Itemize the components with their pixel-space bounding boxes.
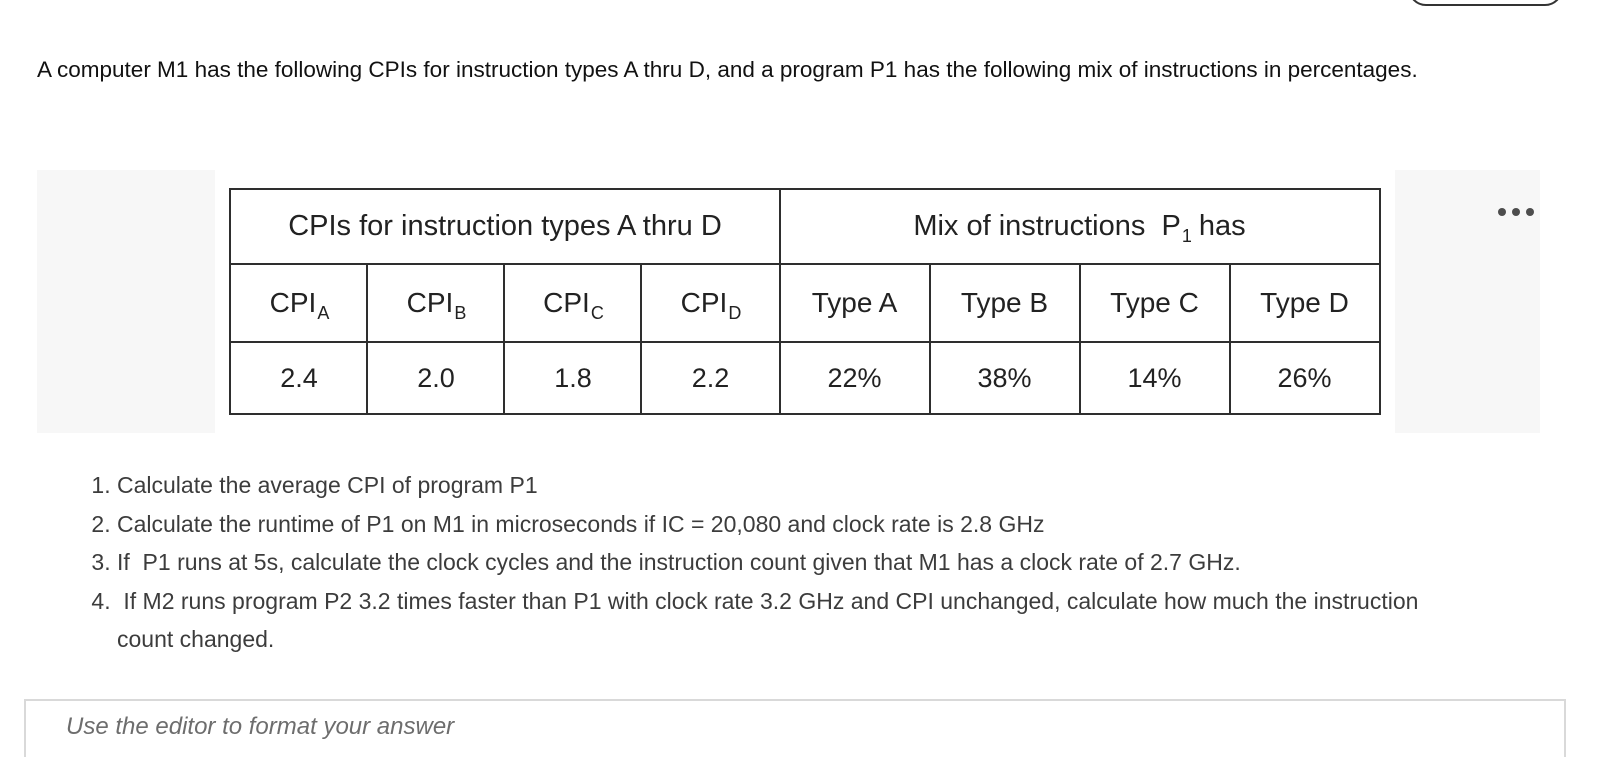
col-header-type-c: Type C xyxy=(1078,263,1231,343)
mix-c-value: 14% xyxy=(1078,341,1231,415)
col-header-type-a: Type A xyxy=(778,263,931,343)
question-list: Calculate the average CPI of program P1 … xyxy=(0,466,1434,659)
cpi-a-value: 2.4 xyxy=(229,341,369,415)
cpi-d-value: 2.2 xyxy=(640,341,781,415)
col-header-cpi-c: CPIC xyxy=(503,263,643,343)
table-header-cpis: CPIs for instruction types A thru D xyxy=(229,188,781,265)
answer-editor-input[interactable]: Use the editor to format your answer xyxy=(24,699,1566,757)
question-item-4: If M2 runs program P2 3.2 times faster t… xyxy=(117,582,1434,659)
mix-d-value: 26% xyxy=(1228,341,1381,415)
col-header-cpi-b: CPIB xyxy=(366,263,506,343)
question-figure: CPIs for instruction types A thru D Mix … xyxy=(37,170,1540,433)
col-header-cpi-d: CPID xyxy=(640,263,781,343)
cpi-b-value: 2.0 xyxy=(366,341,506,415)
table-header-mix: Mix of instructions P1 has xyxy=(778,188,1381,265)
table-image-panel: CPIs for instruction types A thru D Mix … xyxy=(215,170,1395,433)
mix-a-value: 22% xyxy=(778,341,931,415)
ellipsis-menu-button[interactable] xyxy=(1496,205,1536,219)
col-header-type-d: Type D xyxy=(1228,263,1381,343)
ellipsis-icon xyxy=(1498,208,1506,216)
cpi-mix-table: CPIs for instruction types A thru D Mix … xyxy=(229,188,1381,415)
col-header-type-b: Type B xyxy=(928,263,1081,343)
mix-b-value: 38% xyxy=(928,341,1081,415)
col-header-cpi-a: CPIA xyxy=(229,263,369,343)
question-item-3: If P1 runs at 5s, calculate the clock cy… xyxy=(117,543,1434,582)
cutoff-pill-button[interactable] xyxy=(1408,0,1563,6)
question-item-2: Calculate the runtime of P1 on M1 in mic… xyxy=(117,505,1434,544)
editor-placeholder-text: Use the editor to format your answer xyxy=(66,713,455,740)
question-item-1: Calculate the average CPI of program P1 xyxy=(117,466,1434,505)
question-intro-text: A computer M1 has the following CPIs for… xyxy=(37,57,1418,82)
cpi-c-value: 1.8 xyxy=(503,341,643,415)
